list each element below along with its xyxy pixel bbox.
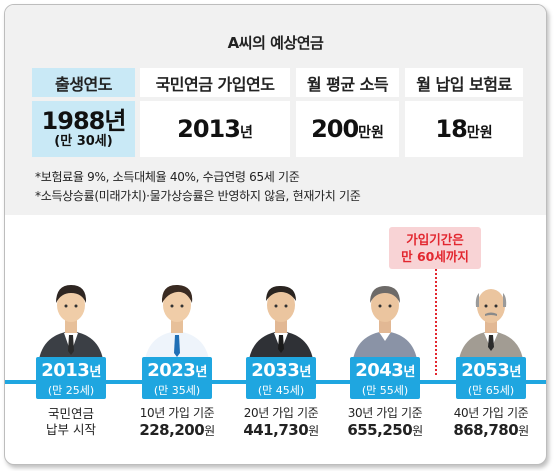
timeline-badge-2013: 2013년 (만 25세) [36,357,106,399]
badge-year-unit: 년 [403,365,415,380]
header-monthly-income: 월 평균 소득 [296,68,399,97]
caption-amount-unit: 원 [204,424,215,438]
badge-age: (만 25세) [47,384,95,397]
footnote-present-value: *소득상승률(미래가치)·물가상승률은 반영하지 않음, 현재가치 기준 [35,189,361,203]
badge-year: 2033 [251,360,300,381]
income-number: 200 [311,115,359,143]
badge-year: 2013 [41,360,90,381]
value-join-year: 2013년 [140,101,290,157]
timeline-caption-2053: 40년 가입 기준 868,780원 [441,406,541,441]
enrollment-period-callout: 가입기간은 만 60세까지 [389,227,481,269]
badge-year-unit: 년 [509,365,521,380]
timeline-badge-2023: 2023년 (만 35세) [142,357,212,399]
caption-basis: 30년 가입 기준 [347,406,423,420]
badge-age: (만 65세) [467,384,515,397]
premium-unit: 만원 [466,125,493,141]
callout-line-2: 만 60세까지 [401,249,469,264]
caption-basis: 20년 가입 기준 [243,406,319,420]
person-2043-illustration [352,286,418,367]
value-monthly-premium: 18만원 [405,101,523,157]
timeline-badge-2053: 2053년 (만 65세) [456,357,526,399]
timeline-badge-2033: 2033년 (만 45세) [246,357,316,399]
badge-year: 2043 [355,360,404,381]
caption-amount: 228,200 [139,421,205,439]
value-monthly-income: 200만원 [296,101,399,157]
caption-amount: 868,780 [453,421,519,439]
badge-year: 2053 [461,360,510,381]
person-2033-illustration [248,285,314,367]
premium-number: 18 [435,115,467,143]
footnote-assumptions: *보험료율 9%, 소득대체율 40%, 수급연령 65세 기준 [35,170,300,184]
header-join-year: 국민연금 가입연도 [140,68,290,97]
caption-basis: 40년 가입 기준 [453,406,529,420]
timeline-caption-2043: 30년 가입 기준 655,250원 [335,406,435,441]
person-2053-illustration [458,289,524,367]
badge-year-unit: 년 [195,365,207,380]
badge-age: (만 35세) [153,384,201,397]
caption-line-1: 국민연금 [47,406,94,421]
badge-year-unit: 년 [89,365,101,380]
timeline-caption-2013: 국민연금 납부 시작 [21,406,121,438]
badge-age: (만 55세) [361,384,409,397]
header-monthly-premium: 월 납입 보험료 [405,68,523,97]
badge-year: 2023 [147,360,196,381]
birth-year-number: 1988 [41,107,106,135]
caption-amount: 655,250 [347,421,413,439]
caption-basis: 10년 가입 기준 [139,406,215,420]
timeline-badge-2043: 2043년 (만 55세) [350,357,420,399]
callout-dotted-line [435,269,437,375]
timeline-caption-2023: 10년 가입 기준 228,200원 [127,406,227,441]
page-title: A씨의 예상연금 [227,34,324,52]
caption-amount-unit: 원 [308,424,319,438]
badge-year-unit: 년 [299,365,311,380]
caption-amount-unit: 원 [518,424,529,438]
value-birth-year: 1988년 (만 30세) [32,101,135,157]
header-birth-year: 출생연도 [32,68,135,97]
person-2023-illustration [144,284,210,367]
join-year-unit: 년 [239,125,253,141]
birth-year-unit: 년 [104,107,126,135]
income-unit: 만원 [358,125,384,141]
callout-line-1: 가입기간은 [406,232,464,247]
caption-amount-unit: 원 [412,424,423,438]
infographic-frame: A씨의 예상연금 출생연도 국민연금 가입연도 월 평균 소득 월 납입 보험료… [4,4,547,465]
timeline-caption-2033: 20년 가입 기준 441,730원 [231,406,331,441]
badge-age: (만 45세) [257,384,305,397]
birth-age: (만 30세) [54,134,113,149]
caption-line-2: 납부 시작 [46,422,96,437]
caption-amount: 441,730 [243,421,309,439]
join-year-number: 2013 [177,115,241,143]
person-2013-illustration [38,285,104,367]
